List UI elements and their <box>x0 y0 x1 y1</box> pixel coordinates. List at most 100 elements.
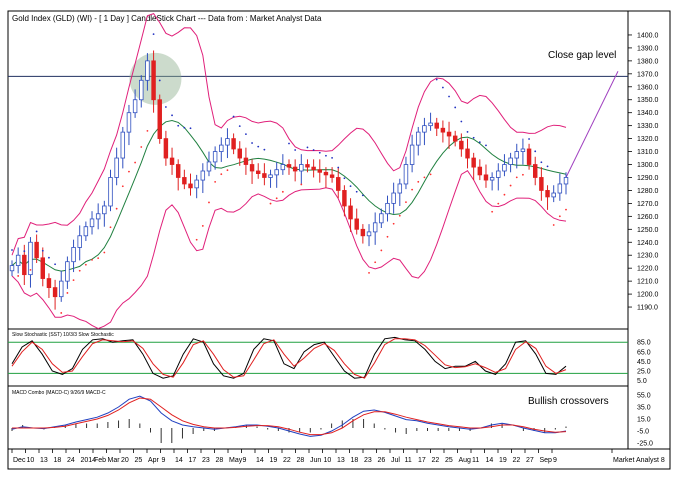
trailing-dot <box>380 249 383 252</box>
trailing-dot <box>158 79 161 82</box>
trailing-dot <box>368 271 370 274</box>
price-tick-label: 1390.0 <box>637 45 659 52</box>
trailing-dot <box>374 261 377 264</box>
bullish-crossovers-label: Bullish crossovers <box>528 396 609 407</box>
macd-tick-label: -25.0 <box>637 441 653 448</box>
trailing-dot <box>294 149 297 151</box>
candle-body <box>145 60 150 81</box>
candle-body <box>465 148 470 159</box>
x-tick-label: 9 <box>162 457 166 464</box>
x-tick-label: 26 <box>378 457 386 464</box>
price-tick-label: 1350.0 <box>637 97 659 104</box>
x-tick-label: 9 <box>553 457 557 464</box>
trailing-dot <box>91 258 93 261</box>
candle-body <box>317 169 323 173</box>
candle-body <box>120 131 126 159</box>
candle-body <box>77 235 82 248</box>
trailing-dot <box>515 176 518 179</box>
trailing-dot <box>72 279 75 281</box>
candle-body <box>305 164 310 168</box>
stochastic-layer <box>8 336 628 379</box>
trailing-dot <box>251 142 253 144</box>
trailing-dot <box>23 250 26 253</box>
axis-layer: 1400.0 1390.0 1380.0 1370.0 1360.0 1350.0 1340… <box>11 32 665 464</box>
candle-body <box>102 205 107 215</box>
trailing-dot <box>441 86 444 89</box>
stochastic-line-1 <box>11 336 567 379</box>
trailing-dot <box>189 127 192 130</box>
x-tick-label: 20 <box>121 457 129 464</box>
macd-tick-label: -5.0 <box>637 429 649 436</box>
x-tick-label: 19 <box>499 457 507 464</box>
trailing-dot <box>152 33 155 36</box>
x-tick-label: 17 <box>418 457 426 464</box>
trailing-dot <box>232 115 235 118</box>
trailing-dot <box>84 263 87 266</box>
candle-body <box>108 177 113 207</box>
projection-line <box>565 71 619 178</box>
candle-body <box>22 254 27 276</box>
price-tick-label: 1330.0 <box>637 123 659 130</box>
trailing-dot <box>17 275 20 277</box>
price-tick-label: 1240.0 <box>637 240 659 247</box>
trailing-dot <box>128 170 130 173</box>
macd-line-1 <box>11 395 567 437</box>
candle-body <box>496 170 501 178</box>
candle-body <box>545 190 550 198</box>
stochastic-tick-label: 5.0 <box>637 378 647 385</box>
trailing-dot <box>183 126 186 129</box>
x-tick-label: Market Analyst 8 <box>613 457 665 464</box>
candle-body <box>139 79 144 101</box>
trailing-dot <box>349 185 352 188</box>
trailing-dot <box>361 194 364 197</box>
trailing-dot <box>146 129 149 132</box>
candle-body <box>385 202 390 215</box>
candle-body <box>292 166 298 172</box>
trailing-dot <box>429 173 432 176</box>
trailing-dot <box>306 146 309 149</box>
trailing-dot <box>435 78 438 81</box>
x-tick-label: 17 <box>189 457 197 464</box>
candle-body <box>9 265 15 272</box>
trailing-dot <box>398 214 401 217</box>
candle-body <box>89 218 95 228</box>
trailing-dot <box>177 124 180 127</box>
y-axis-strip <box>627 10 671 450</box>
x-tick-label: 18 <box>351 457 359 464</box>
candle-body <box>526 148 532 165</box>
x-tick-label: 9 <box>243 457 247 464</box>
trailing-dot <box>29 268 32 271</box>
trailing-dot <box>312 149 315 151</box>
x-tick-label: 14 <box>486 457 494 464</box>
candle-body <box>403 164 409 185</box>
candle-body <box>15 254 21 266</box>
trailing-dot <box>164 106 167 108</box>
trailing-dot <box>423 176 426 179</box>
candle-body <box>336 177 341 191</box>
trailing-dot <box>226 169 229 172</box>
price-tick-label: 1370.0 <box>637 71 659 78</box>
trailing-dot <box>281 190 284 193</box>
candle-body <box>514 151 519 159</box>
trailing-dot <box>522 173 524 176</box>
candle-body <box>452 135 458 142</box>
candle-body <box>200 170 206 181</box>
candle-body <box>169 157 175 165</box>
price-chart-title: Gold Index (GLD) (WI) - [ 1 Day ] Candle… <box>12 14 322 23</box>
price-layer <box>8 13 628 330</box>
trailing-dot <box>509 184 512 187</box>
x-tick-label: 10 <box>324 457 332 464</box>
trailing-dot <box>392 222 395 225</box>
trailing-dot <box>448 95 450 98</box>
trailing-dot <box>220 173 223 176</box>
trailing-dot <box>454 106 457 109</box>
candle-body <box>489 177 495 181</box>
price-tick-label: 1380.0 <box>637 58 659 65</box>
x-tick-label: 27 <box>526 457 534 464</box>
candle-body <box>132 99 138 114</box>
candle-body <box>397 183 403 194</box>
candle-body <box>83 226 89 237</box>
x-tick-label: Feb <box>94 457 106 464</box>
price-tick-label: 1250.0 <box>637 227 659 234</box>
